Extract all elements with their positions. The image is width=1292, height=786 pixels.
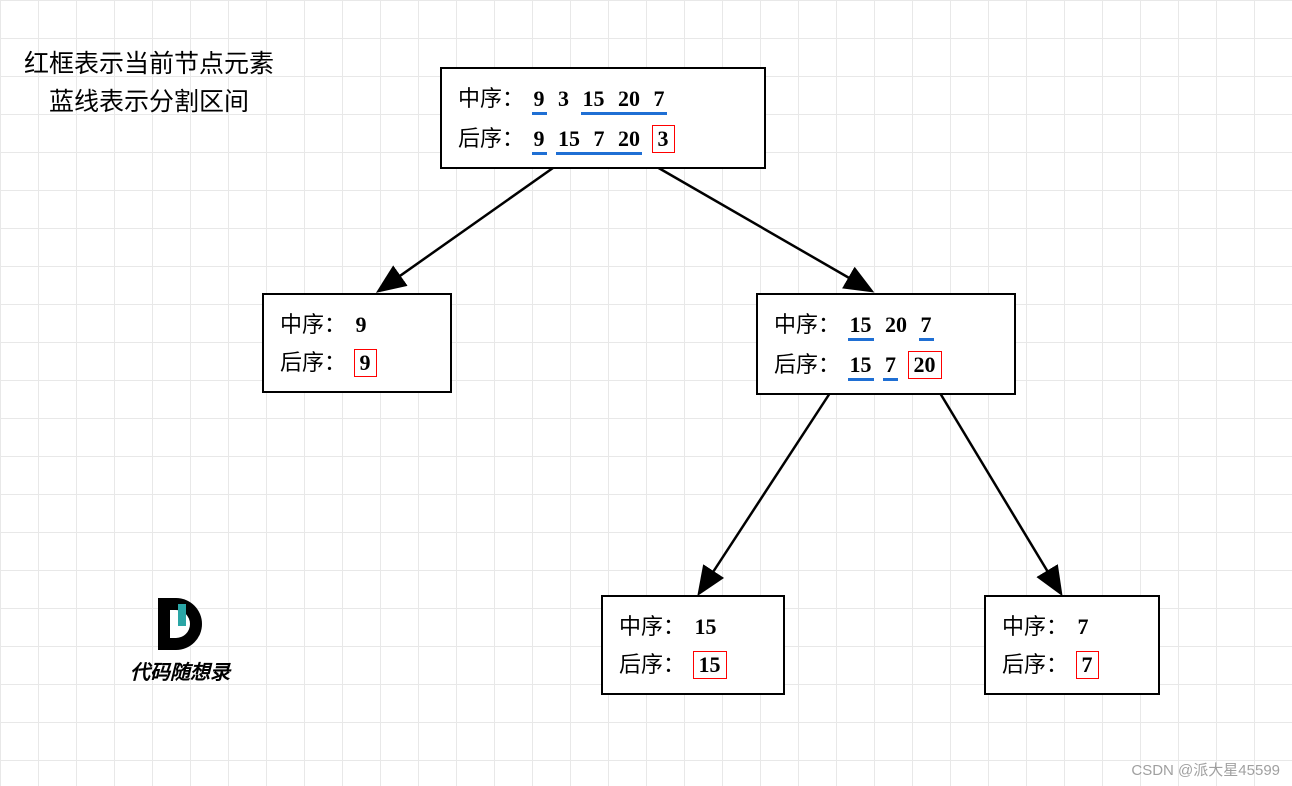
edge-right-rright bbox=[940, 393, 1060, 592]
inorder-label: 中序： bbox=[280, 307, 346, 339]
inorder-label: 中序： bbox=[774, 307, 840, 339]
num: 9 bbox=[530, 126, 549, 152]
edge-root-right bbox=[650, 163, 870, 290]
node-right: 中序： 15 20 7 后序： 15 7 20 bbox=[756, 293, 1016, 395]
node-right-right: 中序： 7 后序： 7 bbox=[984, 595, 1160, 695]
num: 20 bbox=[614, 86, 644, 112]
csdn-watermark: CSDN @派大星45599 bbox=[1131, 759, 1280, 780]
root-postorder-row: 后序： 9 15 7 20 3 bbox=[458, 121, 748, 153]
num-group: 15 7 20 bbox=[554, 126, 644, 152]
num: 7 bbox=[650, 86, 669, 112]
rright-inorder-row: 中序： 7 bbox=[1002, 609, 1142, 641]
legend-line2: 蓝线表示分割区间 bbox=[24, 84, 274, 122]
num: 7 bbox=[881, 352, 900, 378]
num: 15 bbox=[579, 86, 609, 112]
num: 7 bbox=[917, 312, 936, 338]
num: 15 bbox=[691, 614, 721, 640]
logo-text: 代码随想录 bbox=[130, 656, 230, 685]
num: 7 bbox=[590, 126, 609, 152]
num-current: 20 bbox=[908, 351, 942, 379]
postorder-label: 后序： bbox=[458, 121, 524, 153]
rright-postorder-row: 后序： 7 bbox=[1002, 647, 1142, 679]
edge-root-left bbox=[380, 163, 560, 290]
legend-line1: 红框表示当前节点元素 bbox=[24, 46, 274, 84]
num-current: 3 bbox=[652, 125, 675, 153]
num: 9 bbox=[530, 86, 549, 112]
num-current: 9 bbox=[354, 349, 377, 377]
node-root: 中序： 9 3 15 20 7 后序： 9 15 7 20 3 bbox=[440, 67, 766, 169]
num: 15 bbox=[846, 352, 876, 378]
left-postorder-row: 后序： 9 bbox=[280, 345, 434, 377]
inorder-label: 中序： bbox=[619, 609, 685, 641]
num: 15 bbox=[846, 312, 876, 338]
postorder-label: 后序： bbox=[774, 347, 840, 379]
num-current: 7 bbox=[1076, 651, 1099, 679]
left-inorder-row: 中序： 9 bbox=[280, 307, 434, 339]
source-logo: 代码随想录 bbox=[130, 598, 230, 685]
num: 9 bbox=[352, 312, 371, 338]
right-postorder-row: 后序： 15 7 20 bbox=[774, 347, 998, 379]
num: 3 bbox=[554, 86, 573, 112]
num: 20 bbox=[614, 126, 644, 152]
num: 15 bbox=[554, 126, 584, 152]
legend-text: 红框表示当前节点元素 蓝线表示分割区间 bbox=[24, 46, 274, 121]
rleft-postorder-row: 后序： 15 bbox=[619, 647, 767, 679]
num: 20 bbox=[881, 312, 911, 338]
inorder-label: 中序： bbox=[458, 81, 524, 113]
num: 7 bbox=[1074, 614, 1093, 640]
postorder-label: 后序： bbox=[1002, 647, 1068, 679]
num-group: 15 20 7 bbox=[579, 86, 669, 112]
rleft-inorder-row: 中序： 15 bbox=[619, 609, 767, 641]
edge-right-rleft bbox=[700, 393, 830, 592]
logo-d-icon bbox=[158, 598, 202, 650]
num-current: 15 bbox=[693, 651, 727, 679]
node-left: 中序： 9 后序： 9 bbox=[262, 293, 452, 393]
root-inorder-row: 中序： 9 3 15 20 7 bbox=[458, 81, 748, 113]
inorder-label: 中序： bbox=[1002, 609, 1068, 641]
right-inorder-row: 中序： 15 20 7 bbox=[774, 307, 998, 339]
postorder-label: 后序： bbox=[619, 647, 685, 679]
node-right-left: 中序： 15 后序： 15 bbox=[601, 595, 785, 695]
postorder-label: 后序： bbox=[280, 345, 346, 377]
